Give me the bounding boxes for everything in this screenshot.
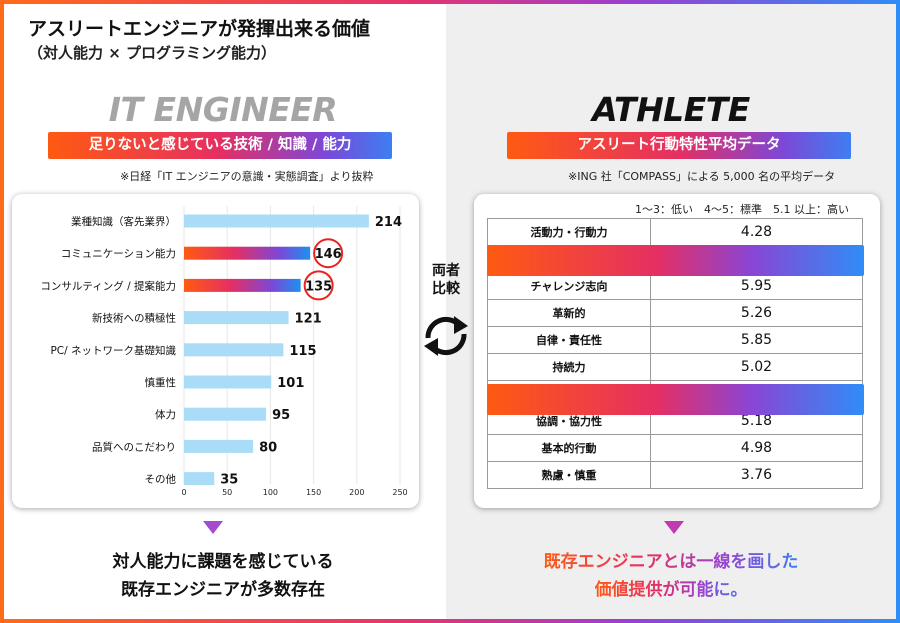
bar — [184, 375, 272, 389]
table-row: 持続力 5.02 — [487, 353, 863, 381]
trait-value: 5.95 — [650, 272, 863, 300]
table-row: チャレンジ志向 5.95 — [487, 272, 863, 300]
page-title: アスリートエンジニアが発揮出来る価値 — [28, 18, 371, 40]
page-subtitle: （対人能力 × プログラミング能力） — [28, 44, 277, 62]
bar — [184, 246, 311, 260]
category-label: コンサルティング / 提案能力 — [40, 279, 176, 292]
athlete-banner: アスリート行動特性平均データ — [507, 132, 851, 159]
category-label: 業種知識（客先業界） — [71, 215, 176, 228]
value-label: 214 — [375, 215, 402, 230]
athlete-conclusion-line2: 価値提供が可能に。 — [594, 580, 748, 600]
x-tick-label: 100 — [263, 488, 278, 497]
athlete-source-note: ※ING 社「COMPASS」による 5,000 名の平均データ — [568, 170, 836, 183]
highlight-achievement-box — [487, 245, 864, 276]
trait-label: 革新的 — [487, 299, 651, 327]
trait-value: 4.28 — [650, 218, 863, 246]
comparison-label-line1: 両者 — [432, 263, 460, 279]
bar — [184, 311, 289, 325]
trait-label: 基本的行動 — [487, 434, 651, 462]
x-tick-label: 250 — [392, 488, 407, 497]
trait-label: 持続力 — [487, 353, 651, 381]
value-label: 146 — [315, 247, 342, 262]
value-label: 35 — [220, 473, 238, 488]
trait-value: 4.98 — [650, 434, 863, 462]
category-label: コミュニケーション能力 — [61, 247, 176, 260]
highlight-circle — [303, 270, 334, 301]
it-source-note: ※日経「IT エンジニアの意識・実態調査」より抜粋 — [120, 170, 374, 183]
athlete-conclusion-line1: 既存エンジニアとは一線を画した — [543, 552, 799, 572]
bar — [184, 214, 369, 228]
highlight-communication-box — [487, 384, 864, 415]
trait-label: 自律・責任性 — [487, 326, 651, 354]
trait-value: 5.85 — [650, 326, 863, 354]
bar — [184, 472, 215, 486]
category-label: 品質へのこだわり — [92, 440, 176, 453]
trait-value: 5.02 — [650, 353, 863, 381]
table-row: 革新的 5.26 — [487, 299, 863, 327]
highlight-circle — [313, 238, 344, 269]
value-label: 80 — [259, 440, 277, 455]
bar — [184, 439, 254, 453]
down-triangle-icon — [664, 521, 684, 534]
bar — [184, 278, 301, 292]
trait-label: 活動力・行動力 — [487, 218, 651, 246]
value-label: 135 — [305, 279, 332, 294]
x-tick-label: 50 — [222, 488, 232, 497]
comparison-label: 両者 比較 — [418, 262, 474, 298]
x-tick-label: 0 — [181, 488, 186, 497]
skills-bar-chart: 業種知識（客先業界） 214 コミュニケーション能力 146 コンサルティング / 提案… — [40, 206, 408, 497]
category-label: 慎重性 — [145, 376, 177, 389]
down-triangle-icon — [203, 521, 223, 534]
score-legend: 1〜3：低い 4〜5：標準 5.1 以上：高い — [635, 203, 849, 216]
value-label: 121 — [295, 312, 322, 327]
table-row: 熟慮・慎重 3.76 — [487, 461, 863, 489]
value-label: 95 — [272, 408, 290, 423]
athlete-heading: ATHLETE — [592, 90, 750, 129]
it-engineer-banner: 足りないと感じている技術 / 知識 / 能力 — [48, 132, 392, 159]
table-row: 活動力・行動力 4.28 — [487, 218, 863, 246]
table-row: 自律・責任性 5.85 — [487, 326, 863, 354]
table-row: 基本的行動 4.98 — [487, 434, 863, 462]
trait-value: 5.26 — [650, 299, 863, 327]
comparison-label-line2: 比較 — [432, 281, 460, 297]
it-conclusion-line1: 対人能力に課題を感じている — [112, 552, 334, 572]
bar — [184, 407, 267, 421]
category-label: 新技術への積極性 — [92, 312, 176, 325]
x-tick-label: 200 — [349, 488, 364, 497]
it-conclusion: 対人能力に課題を感じている 既存エンジニアが多数存在 — [0, 548, 446, 604]
x-tick-label: 150 — [306, 488, 321, 497]
bar — [184, 343, 284, 357]
it-conclusion-line2: 既存エンジニアが多数存在 — [121, 580, 325, 600]
value-label: 115 — [289, 344, 316, 359]
category-label: 体力 — [155, 408, 176, 421]
value-label: 101 — [277, 376, 304, 391]
athlete-conclusion: 既存エンジニアとは一線を画した 価値提供が可能に。 — [446, 548, 896, 604]
trait-label: チャレンジ志向 — [487, 272, 651, 300]
trait-value: 3.76 — [650, 461, 863, 489]
it-engineer-heading: IT ENGINEER — [108, 90, 338, 129]
category-label: その他 — [145, 473, 177, 486]
trait-label: 熟慮・慎重 — [487, 461, 651, 489]
exchange-arrows-icon — [424, 316, 468, 356]
category-label: PC/ ネットワーク基礎知識 — [50, 344, 176, 357]
